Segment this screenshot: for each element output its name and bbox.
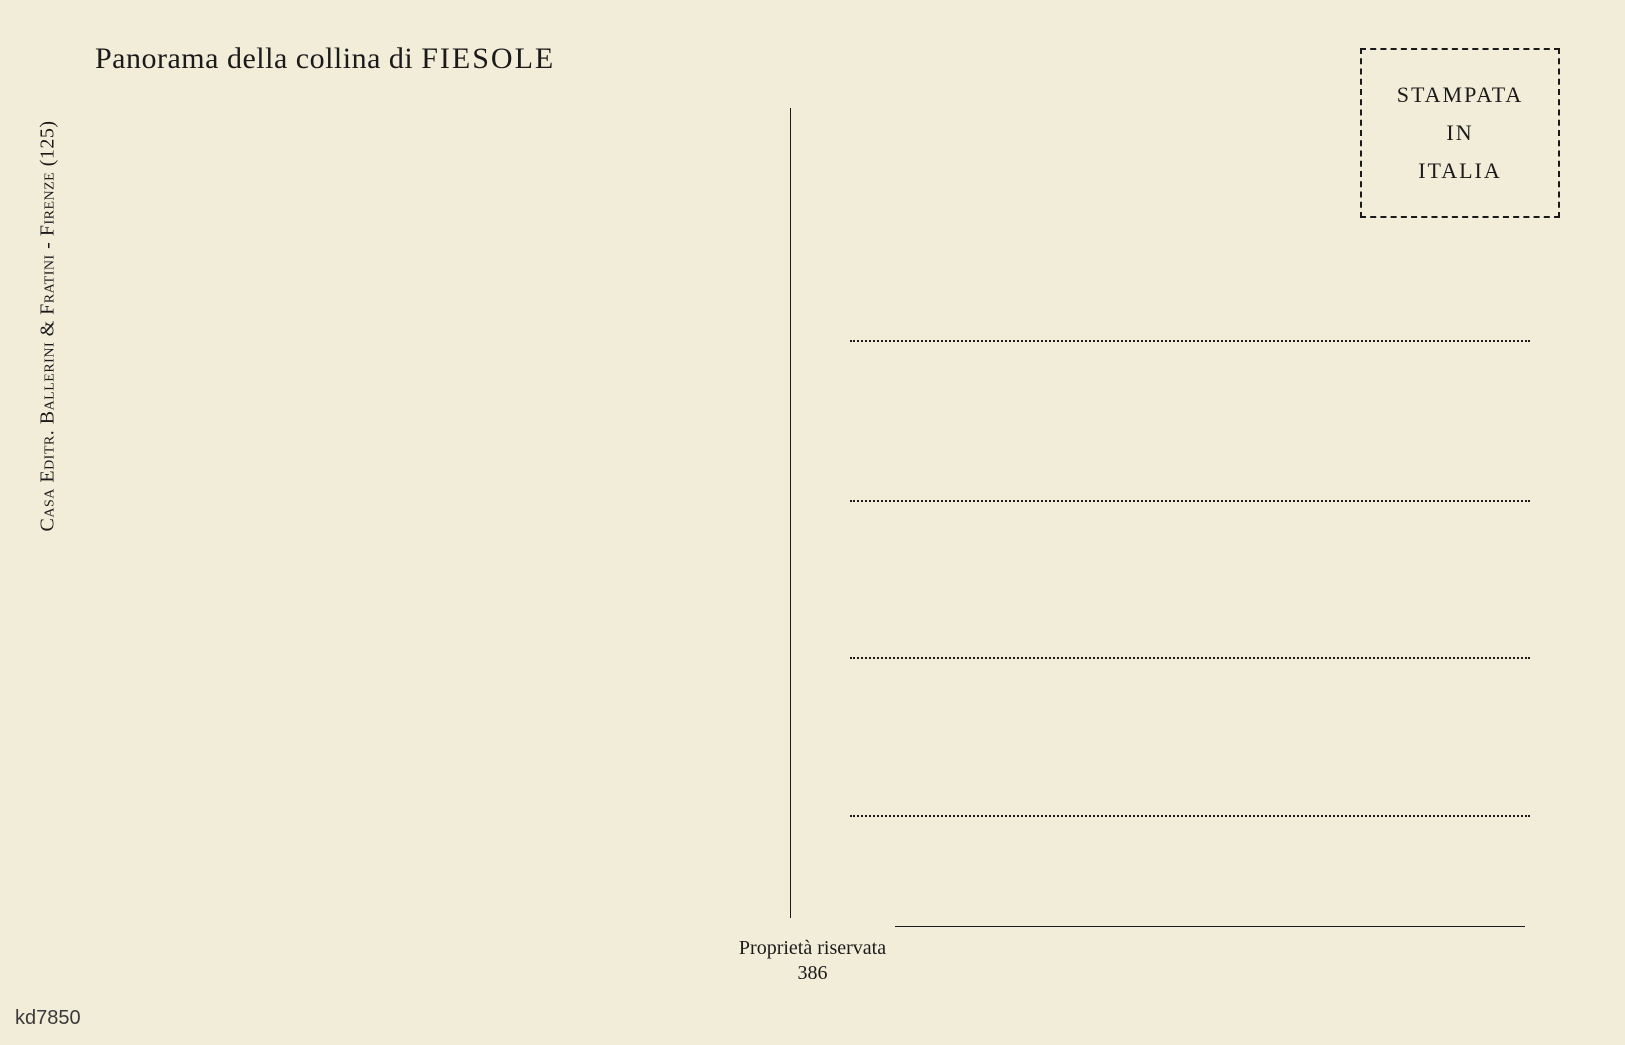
publisher-credit: Casa Editr. Ballerini & Fratini - Firenz… xyxy=(37,120,60,531)
footer-number: 386 xyxy=(739,962,886,985)
address-line xyxy=(850,500,1530,502)
footer-copyright: Proprietà riservata xyxy=(739,937,886,959)
stamp-line-2: IN xyxy=(1446,120,1473,146)
postcard-title: Panorama della collina di FIESOLE xyxy=(95,42,555,76)
postcard-back: Panorama della collina di FIESOLE Casa E… xyxy=(0,0,1625,1045)
address-line xyxy=(850,815,1530,817)
address-line xyxy=(850,657,1530,659)
title-location: FIESOLE xyxy=(421,42,555,75)
stamp-box: STAMPATA IN ITALIA xyxy=(1360,48,1560,218)
title-prefix: Panorama della collina di xyxy=(95,42,421,75)
stamp-line-3: ITALIA xyxy=(1418,158,1502,184)
bottom-rule xyxy=(895,926,1525,927)
stamp-line-1: STAMPATA xyxy=(1397,82,1524,108)
footer: Proprietà riservata 386 xyxy=(739,937,886,985)
watermark: kd7850 xyxy=(15,1007,81,1030)
address-line xyxy=(850,340,1530,342)
center-divider xyxy=(790,108,791,918)
